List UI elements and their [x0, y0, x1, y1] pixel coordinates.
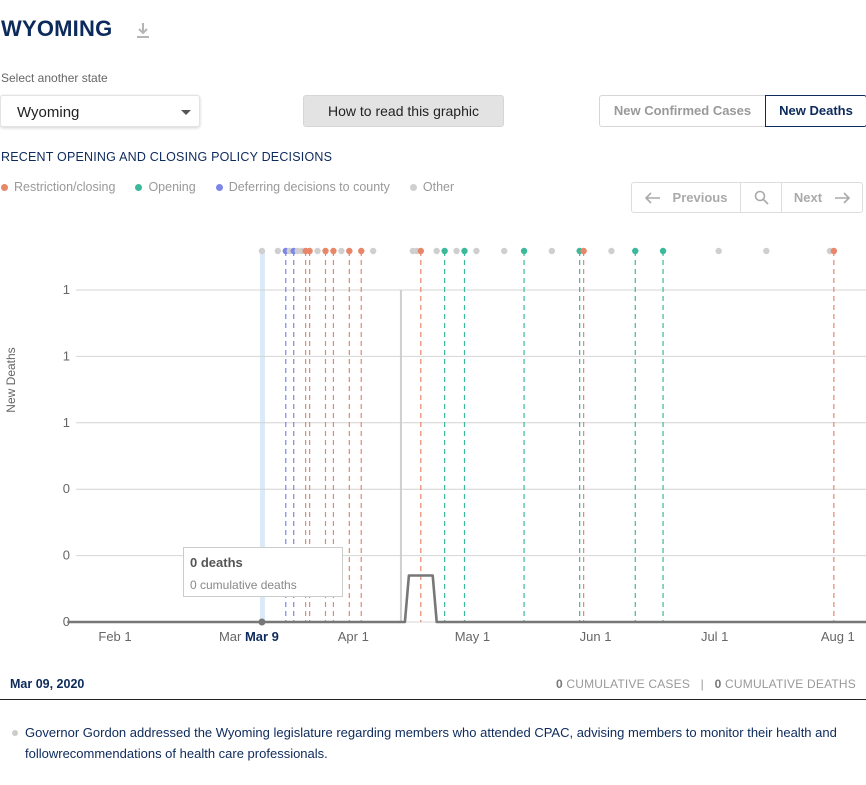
policy-event-dot [659, 247, 667, 255]
legend-swatch [409, 183, 417, 191]
y-tick-label: 1 [63, 282, 70, 297]
policy-event-dot [306, 247, 313, 255]
date-summary-bar: Mar 09, 2020 0 CUMULATIVE CASES | 0 CUMU… [0, 668, 866, 700]
previous-label: Previous [672, 190, 728, 205]
selected-date: Mar 09, 2020 [10, 677, 85, 691]
legend-label: Other [422, 180, 455, 194]
search-button[interactable] [741, 183, 782, 212]
y-tick-label: 1 [63, 415, 70, 430]
policy-event-dot [322, 247, 329, 255]
legend-item-county: Deferring decisions to county [215, 180, 390, 194]
next-label: Next [793, 190, 823, 205]
legend-swatch [215, 183, 223, 191]
x-tick-label: Mar [219, 629, 242, 644]
policy-event-dot [763, 247, 770, 255]
legend-item-restriction: Restriction/closing [1, 180, 115, 194]
next-button[interactable]: Next [782, 183, 862, 212]
arrow-right-icon [835, 191, 851, 204]
legend-swatch [135, 183, 143, 191]
policy-event-dot [346, 247, 353, 255]
policy-note: Governor Gordon addressed the Wyoming le… [25, 725, 837, 761]
selected-day-label: Mar 9 [245, 629, 279, 644]
policy-event-dot [580, 247, 587, 255]
policy-event-dot [330, 247, 337, 255]
policy-event-dot [358, 247, 365, 255]
y-tick-label: 0 [63, 614, 70, 629]
policy-event-dot [453, 247, 460, 255]
x-tick-label: Apr 1 [338, 629, 369, 644]
search-icon [754, 190, 769, 205]
policy-event-dot [461, 247, 468, 255]
new-deaths-button[interactable]: New Deaths [765, 95, 866, 127]
policy-event-dot [274, 247, 282, 255]
policy-section-title: RECENT OPENING AND CLOSING POLICY DECISI… [1, 150, 333, 164]
metric-toggle: New Confirmed Cases New Deaths [599, 95, 866, 127]
x-tick-label: Feb 1 [98, 629, 131, 644]
cumulative-summary: 0 CUMULATIVE CASES | 0 CUMULATIVE DEATHS [556, 677, 856, 691]
policy-event-dot [548, 247, 556, 255]
state-select-value: Wyoming [17, 104, 80, 121]
selected-day-band [259, 251, 265, 622]
legend-item-other: Other [409, 180, 455, 194]
policy-event-dot [473, 247, 480, 255]
policy-event-dot [417, 247, 425, 255]
policy-event-dot [501, 247, 508, 255]
policy-event-dot [632, 247, 639, 255]
chart-tooltip: 0 deaths 0 cumulative deaths [183, 547, 343, 597]
policy-event-dot [433, 247, 440, 255]
policy-event-dot [715, 247, 722, 255]
x-tick-label: Jun 1 [580, 629, 612, 644]
cumulative-deaths-label: CUMULATIVE DEATHS [725, 677, 856, 691]
y-tick-label: 0 [63, 548, 70, 563]
x-tick-label: Aug 1 [821, 629, 855, 644]
state-select-label: Select another state [1, 71, 108, 85]
arrow-left-icon [644, 191, 660, 204]
legend-label: Restriction/closing [14, 180, 116, 194]
cumulative-deaths-count: 0 [714, 677, 722, 691]
legend-label: Opening [148, 180, 196, 194]
policy-event-dot [314, 247, 321, 255]
pager: Previous Next [631, 182, 863, 213]
legend-swatch [1, 183, 8, 191]
x-tick-label: Jul 1 [701, 629, 728, 644]
policy-event-dot [830, 247, 838, 255]
summary-separator: | [700, 677, 704, 691]
legend-item-opening: Opening [135, 180, 196, 194]
how-to-read-button[interactable]: How to read this graphic [303, 95, 504, 127]
selected-day-marker [258, 618, 266, 626]
cumulative-cases-label: CUMULATIVE CASES [566, 677, 691, 691]
y-tick-label: 1 [63, 348, 70, 363]
cumulative-cases-count: 0 [555, 677, 563, 691]
new-confirmed-cases-button[interactable]: New Confirmed Cases [599, 95, 765, 127]
legend-label: Deferring decisions to county [228, 180, 390, 194]
note-bullet [12, 730, 18, 736]
tooltip-deaths: 0 deaths [190, 555, 243, 570]
download-icon[interactable] [135, 21, 151, 41]
policy-event-dot [258, 247, 266, 255]
y-tick-label: 0 [63, 481, 70, 496]
deaths-chart[interactable]: 0 0 0 1 1 1 Feb 1 Mar Apr 1 May 1 Jun 1 Jul 1 Aug 1 M… [0, 235, 866, 655]
page-title: WYOMING [1, 16, 113, 41]
previous-button[interactable]: Previous [632, 183, 741, 212]
tooltip-cumulative: 0 cumulative deaths [190, 578, 297, 592]
policy-event-dot [369, 247, 377, 255]
chart-legend: Restriction/closing Opening Deferring de… [1, 180, 474, 194]
state-select[interactable]: Wyoming [0, 95, 200, 127]
chevron-down-icon [181, 110, 191, 115]
policy-event-dot [441, 247, 448, 255]
x-tick-label: May 1 [455, 629, 490, 644]
policy-event-dot [338, 247, 345, 255]
policy-event-dot [608, 247, 615, 255]
deaths-series-line [67, 574, 866, 624]
policy-event-dot [520, 247, 528, 255]
